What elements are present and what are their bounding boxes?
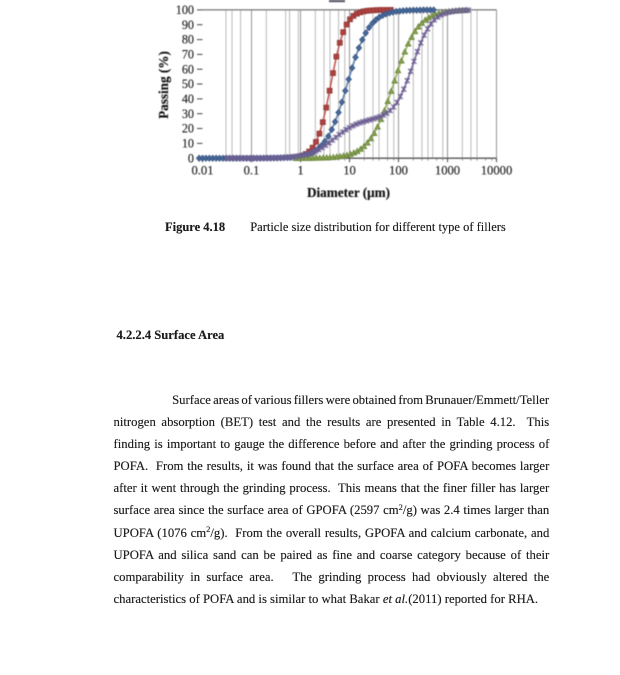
svg-text:100: 100	[389, 164, 408, 178]
svg-text:0.01: 0.01	[191, 164, 213, 178]
svg-text:90: 90	[182, 18, 194, 32]
svg-text:0: 0	[188, 151, 194, 165]
svg-text:60: 60	[182, 62, 194, 76]
svg-text:Diameter (μm): Diameter (μm)	[307, 185, 390, 200]
svg-text:1000: 1000	[435, 164, 460, 178]
svg-text:0.1: 0.1	[244, 164, 260, 178]
svg-text:10: 10	[343, 164, 356, 178]
svg-text:30: 30	[182, 107, 194, 121]
svg-text:1: 1	[297, 164, 303, 178]
svg-text:50: 50	[182, 77, 194, 91]
svg-text:10: 10	[182, 137, 194, 151]
svg-text:40: 40	[182, 92, 194, 106]
svg-text:Passing (%): Passing (%)	[156, 51, 171, 119]
svg-text:10000: 10000	[481, 164, 512, 178]
svg-text:80: 80	[182, 33, 194, 47]
svg-text:100: 100	[176, 3, 194, 17]
svg-text:20: 20	[182, 122, 194, 136]
svg-text:70: 70	[182, 48, 194, 62]
